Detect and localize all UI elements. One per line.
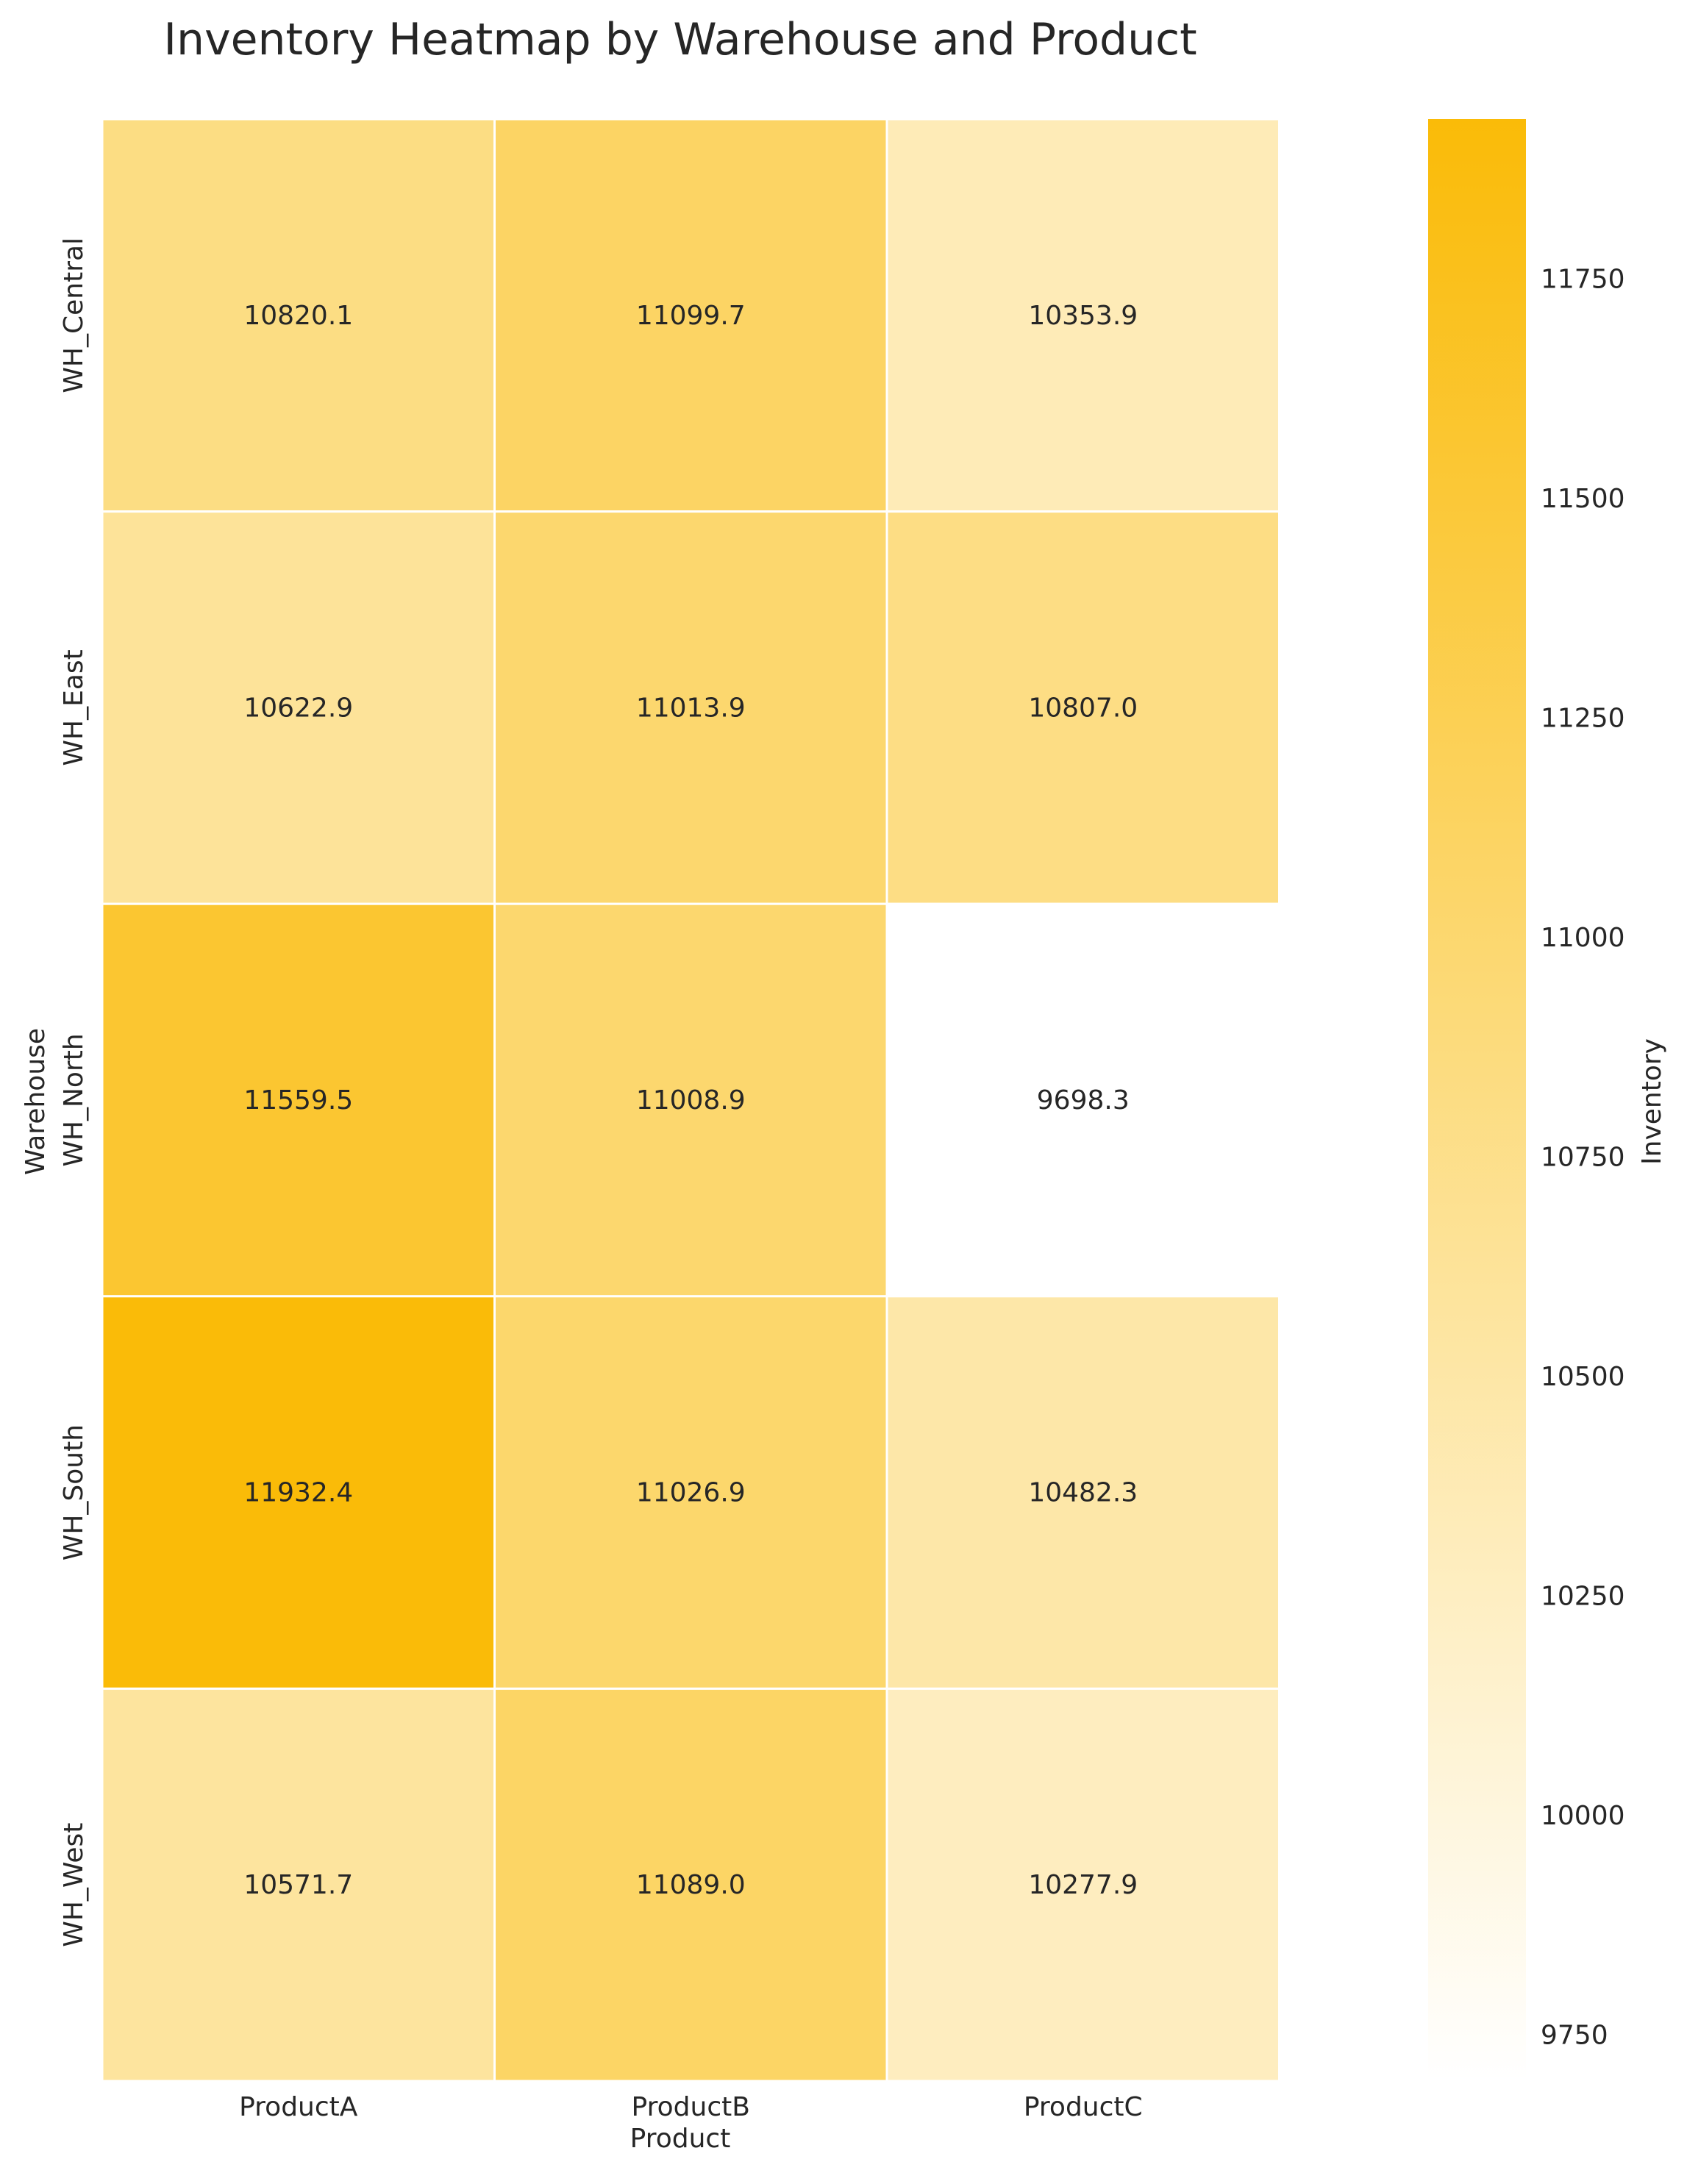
colorbar-tick-label: 9750 [1541,2020,1608,2050]
heatmap-cell [885,510,1280,905]
colorbar-ticks: 9750 10000 10250 10500 10750 11000 11250 11500 1… [1541,265,1625,2051]
y-tick-label: WH_Central [59,238,89,393]
y-tick-label: WH_South [59,1424,89,1560]
chart-title: Inventory Heatmap by Warehouse and Produ… [163,14,1196,65]
y-tick-label: WH_West [59,1823,89,1947]
colorbar-tick-label: 11500 [1541,484,1625,514]
cell-value-label: 11099.7 [636,301,746,331]
cell-value-label: 10353.9 [1028,301,1138,331]
cell-value-label: 10807.0 [1028,693,1138,723]
heatmap-cell [101,510,496,905]
x-tick-labels: ProductA ProductB ProductC [239,2092,1143,2122]
colorbar [1428,119,1526,2080]
y-tick-labels: WH_Central WH_East WH_North WH_South WH_West [59,238,89,1947]
y-tick-label: WH_North [59,1033,89,1166]
heatmap-cells [101,118,1280,2083]
cell-value-label: 11559.5 [243,1085,353,1116]
colorbar-tick-label: 11000 [1541,923,1625,953]
colorbar-tick-label: 10000 [1541,1801,1625,1831]
cell-value-label: 9698.3 [1037,1085,1130,1116]
heatmap-cell [101,1687,496,2083]
y-axis-label: Warehouse [21,1028,51,1175]
cell-value-label: 11026.9 [636,1478,746,1508]
cell-value-label: 11932.4 [243,1478,353,1508]
heatmap-cell [885,118,1280,513]
heatmap-cell [493,1687,888,2083]
heatmap-cell [101,118,496,513]
colorbar-label: Inventory [1637,1038,1667,1165]
heatmap-cell [493,118,888,513]
heatmap-cell [101,902,496,1298]
cell-value-label: 10571.7 [243,1870,353,1900]
heatmap-cell [493,510,888,905]
cell-value-label: 11013.9 [636,693,746,723]
cell-value-label: 11089.0 [636,1870,746,1900]
heatmap-cell [101,1295,496,1690]
heatmap-cell [493,902,888,1298]
cell-value-label: 10482.3 [1028,1478,1138,1508]
colorbar-tick-label: 10500 [1541,1362,1625,1392]
x-tick-label: ProductB [632,2092,750,2122]
y-tick-label: WH_East [59,649,89,766]
cell-value-label: 10277.9 [1028,1870,1138,1900]
colorbar-tick-label: 11750 [1541,265,1625,295]
colorbar-tick-label: 11250 [1541,704,1625,734]
cell-value-label: 11008.9 [636,1085,746,1116]
colorbar-tick-label: 10250 [1541,1581,1625,1611]
cell-value-label: 10622.9 [243,693,353,723]
cell-value-labels: 10820.1 11099.7 10353.9 10622.9 11013.9 10807… [243,301,1138,1900]
x-tick-label: ProductC [1024,2092,1143,2122]
cell-value-label: 10820.1 [243,301,353,331]
colorbar-tick-label: 10750 [1541,1143,1625,1173]
heatmap-cell [885,1687,1280,2083]
x-axis-label: Product [630,2124,731,2154]
heatmap-cell [885,1295,1280,1690]
x-tick-label: ProductA [239,2092,358,2122]
